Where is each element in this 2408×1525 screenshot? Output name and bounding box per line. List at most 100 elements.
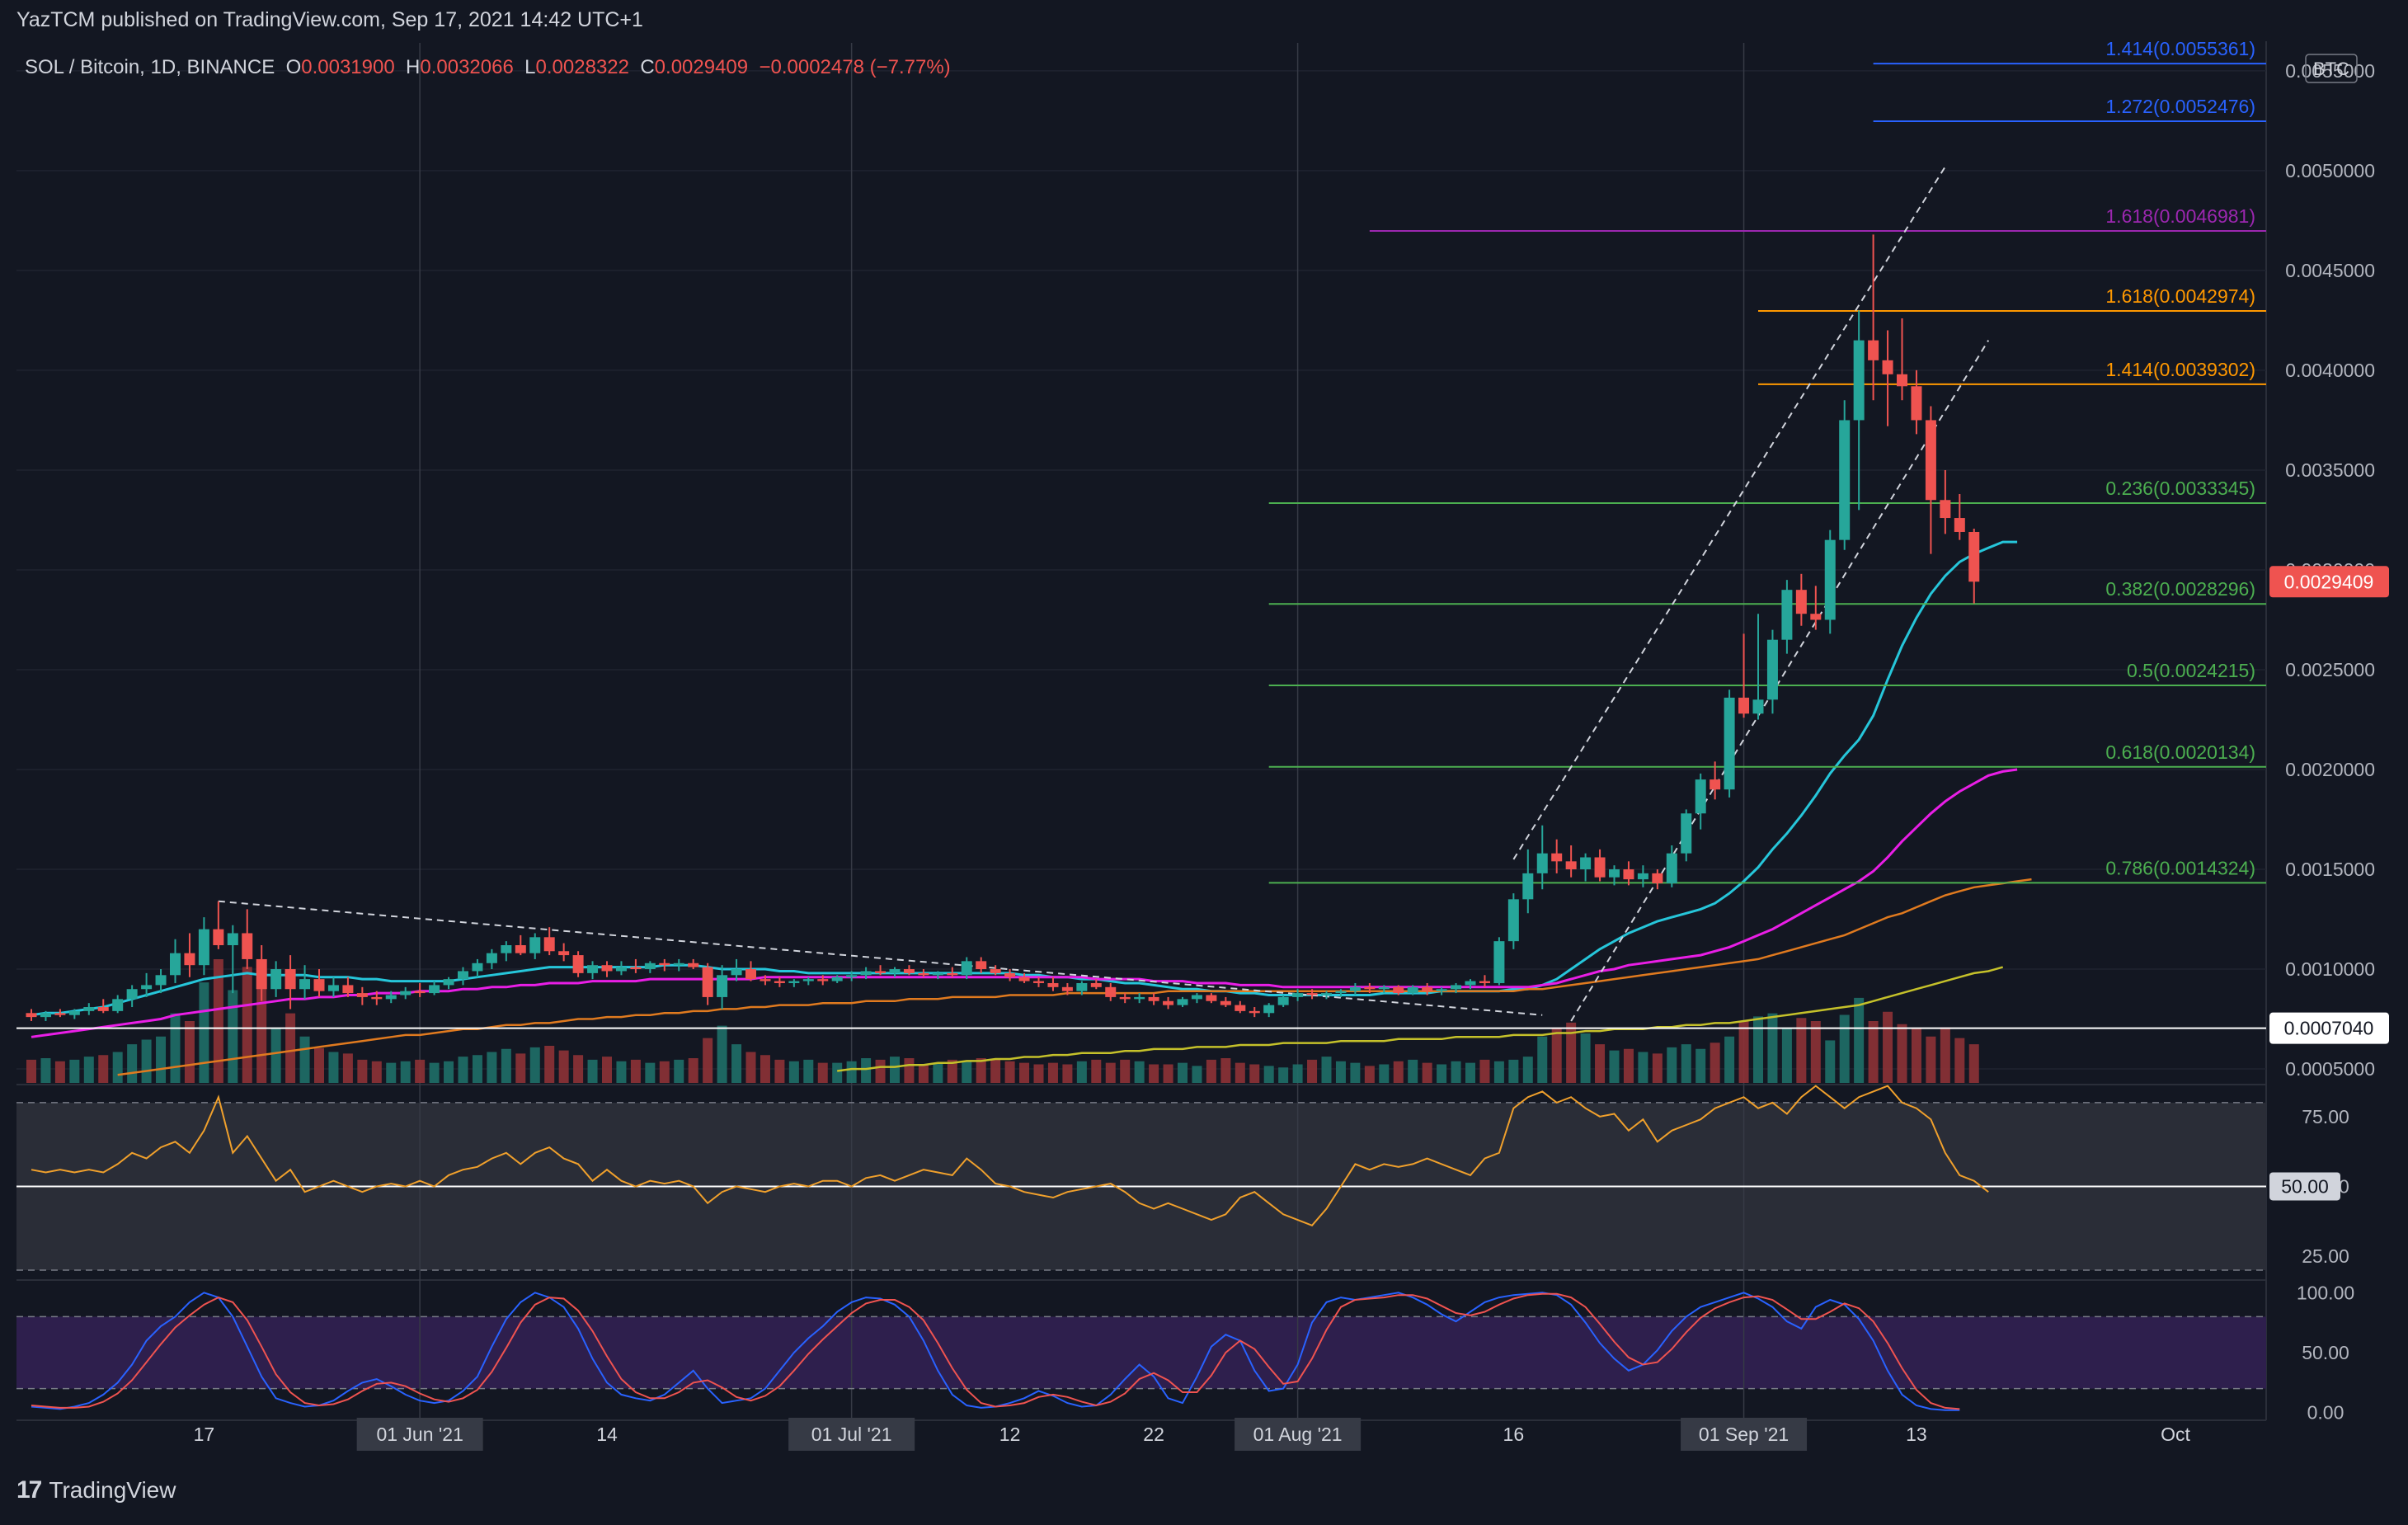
candle-body (1681, 813, 1692, 854)
rsi-line (31, 1085, 1989, 1226)
volume-bar (947, 1059, 957, 1083)
volume-bar (1292, 1064, 1303, 1083)
currency-badge-border (2305, 54, 2358, 83)
time-label-box (356, 1418, 483, 1451)
volume-bar (1479, 1059, 1490, 1083)
candle-body (1004, 972, 1016, 977)
candle-body (1695, 779, 1706, 814)
candle-body (1321, 993, 1332, 995)
time-tick-label: 17 (194, 1424, 215, 1445)
candle (615, 961, 627, 976)
volume-bar (54, 1061, 65, 1083)
candle (1666, 845, 1677, 887)
candle-body (1436, 989, 1447, 991)
volume-bar (558, 1050, 569, 1083)
candle (1148, 993, 1159, 1005)
volume-bar (1206, 1059, 1216, 1083)
candle (313, 969, 325, 997)
tradingview-brand[interactable]: 17 TradingView (16, 1476, 176, 1504)
fib-level-label: 1.618(0.0042974) (2105, 285, 2255, 307)
candle (1263, 1003, 1275, 1018)
volume-bar (127, 1044, 138, 1083)
candle (1853, 310, 1865, 511)
time-tick-label: 22 (1143, 1424, 1164, 1445)
candle-body (1235, 1005, 1246, 1011)
candle (947, 967, 958, 977)
volume-bar (156, 1036, 167, 1083)
fib-level-label: 1.272(0.0052476) (2105, 96, 2255, 117)
volume-bar (69, 1059, 80, 1083)
candle (1766, 629, 1778, 714)
volume-bar (1465, 1062, 1475, 1083)
candle-body (1954, 518, 1965, 532)
volume-bar (1321, 1057, 1332, 1083)
candle (860, 967, 872, 980)
volume-bar (1825, 1040, 1836, 1083)
candle (1393, 985, 1404, 995)
volume-bar (472, 1055, 482, 1083)
candle-body (1925, 420, 1936, 501)
candle-body (97, 1007, 109, 1011)
fib-level-label: 1.414(0.0039302) (2105, 359, 2255, 380)
candle (1594, 849, 1606, 882)
candle (731, 958, 742, 981)
candle-body (515, 944, 526, 953)
candle-body (1666, 853, 1677, 883)
candle-body (731, 969, 742, 976)
candle (371, 991, 383, 1005)
volume-bar (760, 1055, 770, 1083)
volume-bar (342, 1053, 353, 1083)
close-value: 0.0029409 (654, 56, 749, 78)
volume-bar (1350, 1062, 1361, 1083)
candle (1565, 845, 1577, 878)
volume-bar (270, 1028, 281, 1083)
ema200-line (837, 966, 2004, 1072)
volume-bar (242, 967, 252, 1083)
candle (717, 965, 728, 1010)
volume-bar (1652, 1053, 1663, 1083)
published-caption: YazTCM published on TradingView.com, Sep… (16, 8, 643, 31)
price-tick-label: 0.0020000 (2285, 759, 2375, 780)
candle (1465, 979, 1476, 990)
high-value: 0.0032066 (420, 56, 514, 78)
candle (170, 939, 181, 983)
candle-body (356, 993, 368, 997)
candle-body (1652, 873, 1663, 883)
volume-bar (1249, 1064, 1260, 1083)
candle (529, 933, 541, 959)
candle-body (1364, 986, 1376, 990)
volume-bar (1954, 1038, 1965, 1083)
candle-body (40, 1013, 51, 1018)
candle (846, 971, 858, 981)
candle-body (1393, 986, 1404, 994)
candle (1076, 981, 1088, 995)
candle (1810, 586, 1822, 630)
stoch-tick-label: 100.00 (2297, 1282, 2354, 1303)
volume-bar (976, 1058, 986, 1083)
volume-bar (544, 1046, 555, 1083)
candle-body (1551, 853, 1563, 862)
time-tick-label: Oct (2161, 1424, 2190, 1445)
candle-body (1047, 982, 1059, 987)
volume-bar (199, 982, 209, 1083)
price-tick-label: 0.0055000 (2285, 60, 2375, 82)
candle (976, 957, 987, 973)
volume-bar (1667, 1047, 1677, 1083)
candle (543, 927, 555, 956)
ema100-line (117, 878, 2032, 1076)
volume-bar (1854, 997, 1865, 1083)
candle (1652, 869, 1663, 890)
candle-body (270, 969, 282, 990)
symbol-label[interactable]: SOL / Bitcoin, 1D, BINANCE (25, 56, 275, 78)
volume-bar (1767, 1013, 1778, 1083)
rsi-tick-label: 75.00 (2302, 1106, 2349, 1127)
time-tick-label: 14 (596, 1424, 618, 1445)
low-label: L (524, 56, 536, 78)
volume-bar (1940, 1027, 1950, 1083)
candle (443, 977, 454, 990)
volume-bar (587, 1059, 598, 1083)
currency-badge[interactable]: BTC (2305, 54, 2358, 83)
candle (1536, 825, 1548, 890)
candle (745, 961, 756, 981)
